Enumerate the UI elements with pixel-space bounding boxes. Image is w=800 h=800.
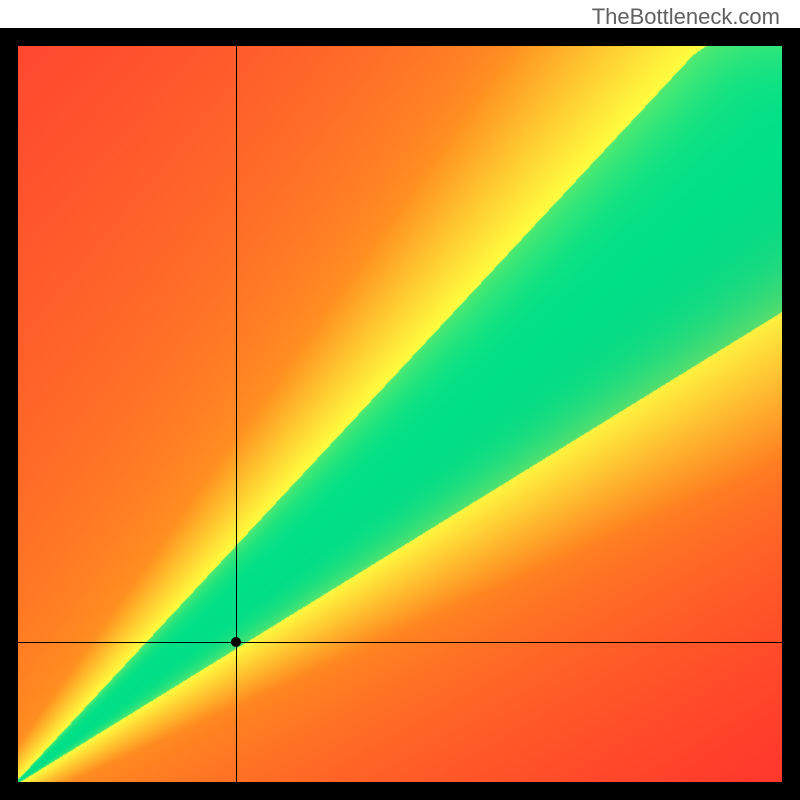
crosshair-point [231,637,241,647]
watermark-text: TheBottleneck.com [592,4,780,30]
crosshair-horizontal [18,642,782,643]
heatmap-canvas [18,46,782,782]
chart-outer-frame [0,28,800,800]
chart-container: TheBottleneck.com [0,0,800,800]
crosshair-vertical [236,46,237,782]
heatmap-plot-area [18,46,782,782]
